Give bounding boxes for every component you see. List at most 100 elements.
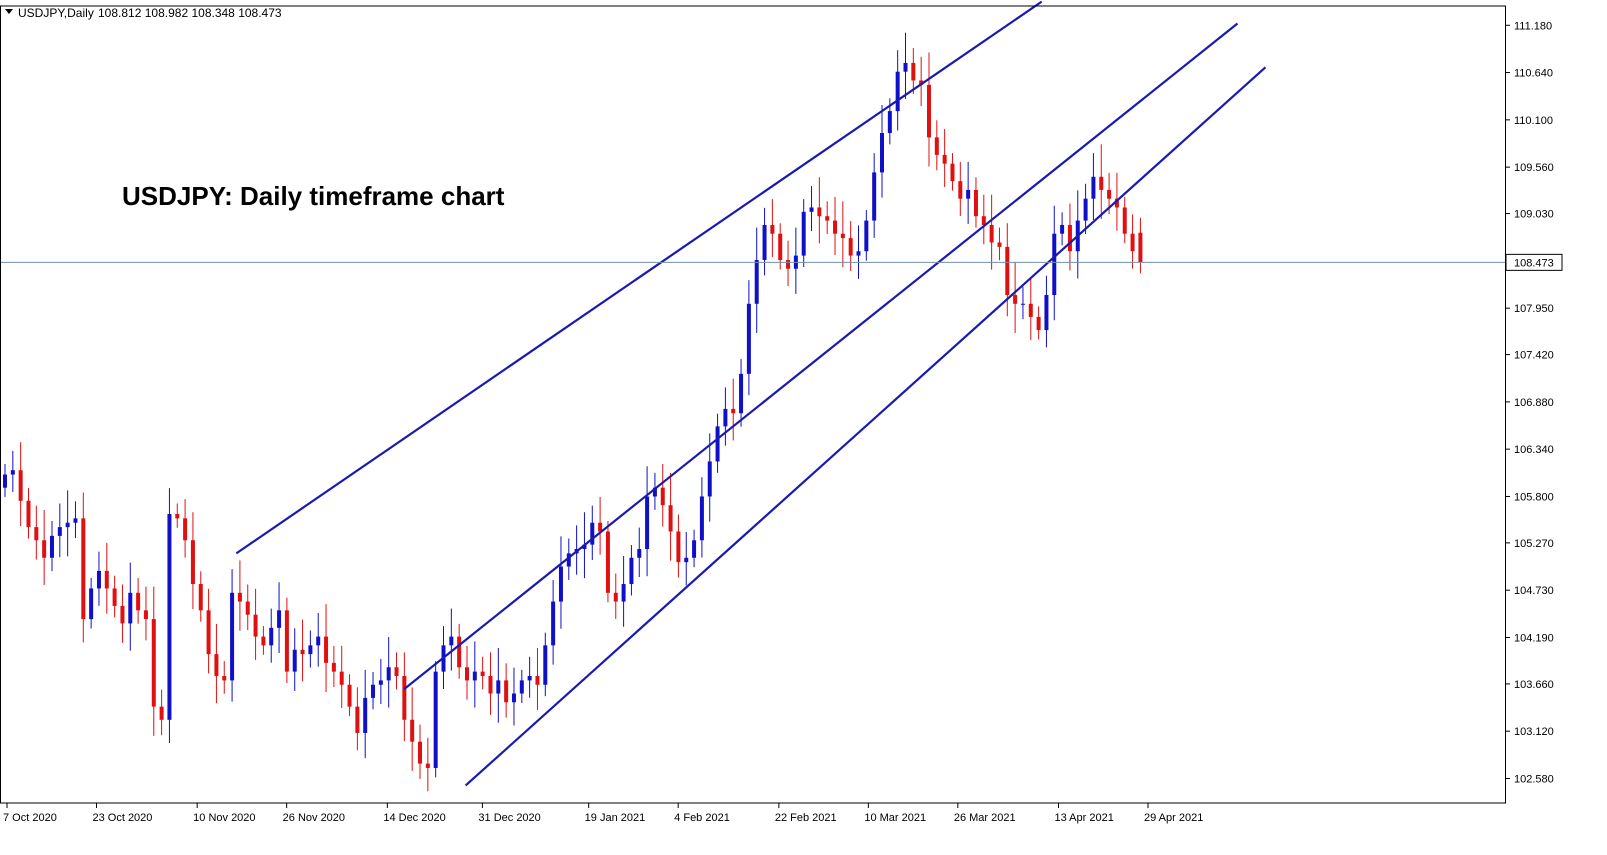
candle-body: [120, 605, 125, 624]
candle: [457, 623, 462, 679]
candle: [81, 492, 86, 643]
candle-body: [707, 461, 712, 497]
candle: [1020, 286, 1025, 320]
chart-annotation-text: USDJPY: Daily timeframe chart: [122, 181, 505, 211]
candle: [308, 630, 313, 668]
y-tick-label: 105.270: [1514, 538, 1554, 550]
candle-body: [535, 676, 540, 685]
candle-body: [222, 676, 227, 681]
candle-body: [159, 706, 164, 720]
candle: [629, 545, 634, 596]
channel-trendline[interactable]: [235, 0, 1043, 555]
candle: [378, 658, 383, 705]
candle: [316, 612, 321, 667]
candle-body: [363, 697, 368, 733]
candle-body: [880, 132, 885, 173]
candle-body: [519, 680, 524, 694]
candle-body: [449, 636, 454, 646]
collapse-triangle-icon[interactable]: [5, 9, 13, 14]
candle-body: [1099, 176, 1104, 190]
candle: [809, 185, 814, 232]
candle: [926, 52, 931, 167]
candle: [1013, 262, 1018, 333]
channel-trendline[interactable]: [464, 66, 1267, 787]
candle-body: [668, 505, 673, 532]
current-price-label: 108.473: [1505, 253, 1563, 271]
y-tick-label: 103.660: [1514, 679, 1554, 691]
candle: [65, 490, 70, 557]
candle-body: [551, 601, 556, 646]
channel-lines-layer: [235, 0, 1267, 787]
candle-body: [543, 645, 548, 685]
candle: [919, 56, 924, 107]
candle: [394, 652, 399, 690]
candle: [676, 514, 681, 578]
candle: [989, 194, 994, 270]
candle-body: [746, 303, 751, 374]
candle-body: [316, 636, 321, 646]
candle-body: [872, 172, 877, 221]
candle: [449, 608, 454, 671]
candle-body: [284, 610, 289, 672]
candle-body: [143, 610, 148, 620]
candle: [183, 499, 188, 558]
candle-body: [457, 636, 462, 668]
candle-body: [418, 741, 423, 764]
candle-body: [926, 84, 931, 138]
candle-body: [18, 470, 23, 501]
candle: [637, 527, 642, 578]
candle: [190, 512, 195, 610]
candle-body: [856, 251, 861, 256]
candle-body: [911, 62, 916, 81]
candle-body: [190, 540, 195, 585]
candle-body: [96, 570, 101, 589]
candle-body: [1036, 316, 1041, 331]
candle: [18, 442, 23, 527]
chart-header: USDJPY,Daily 108.812 108.982 108.348 108…: [5, 6, 282, 20]
candle-body: [237, 592, 242, 602]
candle-body: [1005, 246, 1010, 296]
candle-body: [731, 408, 736, 414]
candle-body: [1013, 295, 1018, 304]
candle-body: [81, 518, 86, 620]
candle-body: [762, 224, 767, 260]
candle: [880, 104, 885, 198]
candle: [292, 628, 297, 691]
candle: [230, 569, 235, 702]
candle: [504, 663, 509, 718]
candle-body: [300, 649, 305, 655]
candle: [605, 520, 610, 603]
candle: [151, 586, 156, 736]
candle-body: [151, 619, 156, 707]
candle-body: [480, 671, 485, 677]
channel-trendline[interactable]: [403, 22, 1239, 691]
candle: [284, 597, 289, 684]
y-tick-label: 110.100: [1514, 115, 1553, 127]
candle-body: [339, 671, 344, 685]
candle: [786, 240, 791, 287]
candle: [543, 632, 548, 697]
candle: [1122, 196, 1127, 244]
candle: [1083, 183, 1088, 234]
y-tick-label: 106.880: [1514, 397, 1554, 409]
candle: [159, 689, 164, 736]
x-tick-label: 23 Oct 2020: [92, 812, 152, 824]
candle: [253, 588, 258, 660]
candle-body: [629, 557, 634, 585]
candle-body: [778, 233, 783, 260]
y-tick-label: 104.730: [1514, 585, 1554, 597]
candle: [848, 221, 853, 271]
candle-body: [425, 763, 430, 768]
candle-body: [934, 137, 939, 155]
candle: [715, 413, 720, 473]
candle: [754, 227, 759, 333]
candle: [762, 207, 767, 276]
current-price-text: 108.473: [1514, 257, 1554, 269]
candle: [222, 661, 227, 694]
candle: [707, 433, 712, 522]
candle: [966, 161, 971, 224]
candle-body: [269, 627, 274, 646]
candle: [833, 196, 838, 255]
